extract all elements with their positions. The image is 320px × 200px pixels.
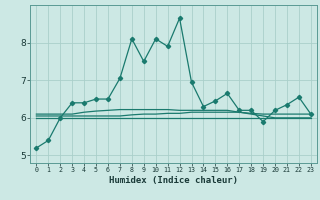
X-axis label: Humidex (Indice chaleur): Humidex (Indice chaleur) (109, 176, 238, 185)
